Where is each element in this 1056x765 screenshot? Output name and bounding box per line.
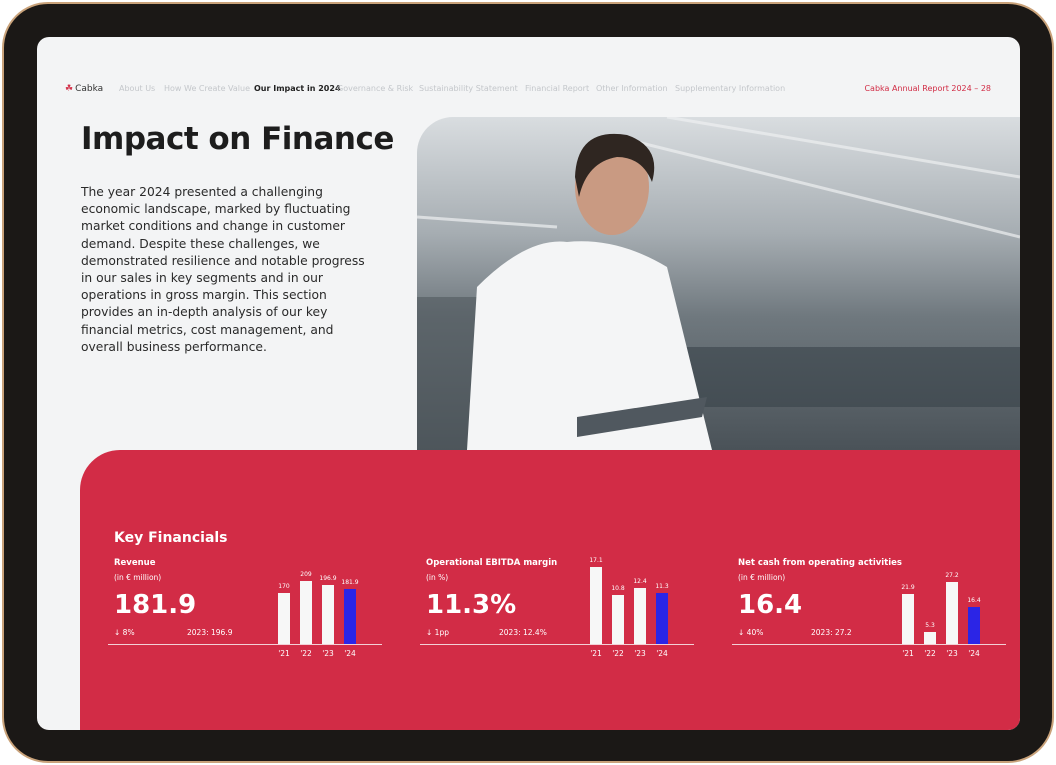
metric-card: Operational EBITDA margin (in %) 11.3% ↓… (420, 557, 702, 668)
bar-21 (902, 594, 914, 644)
metric-prior-year: 2023: 12.4% (499, 628, 547, 637)
top-nav: ☘ Cabka Cabka Annual Report 2024 – 28 Abo… (37, 84, 1020, 98)
metric-unit: (in € million) (114, 573, 162, 582)
bar-value-label: 181.9 (341, 579, 359, 587)
bar-value-label: 170 (278, 582, 290, 590)
bar-23 (946, 582, 958, 644)
nav-item[interactable]: Our Impact in 2024 (254, 84, 341, 93)
intro-text: The year 2024 presented a challenging ec… (81, 185, 365, 354)
baseline-divider (420, 644, 694, 645)
bar-21 (278, 592, 290, 644)
year-tick-label: '22 (924, 649, 936, 658)
year-tick-label: '21 (902, 649, 914, 658)
bar-value-label: 27.2 (945, 572, 959, 579)
metric-title: Net cash from operating activities (738, 558, 902, 568)
metric-value: 181.9 (114, 590, 197, 620)
bar-22 (612, 595, 624, 644)
page-title: Impact on Finance (81, 121, 394, 157)
metric-value: 16.4 (738, 590, 803, 620)
bar-value-label: 17.1 (589, 557, 603, 564)
nav-item[interactable]: Supplementary Information (675, 84, 786, 93)
year-tick-label: '22 (612, 649, 624, 658)
year-tick-label: '23 (322, 649, 334, 658)
metric-unit: (in %) (426, 573, 449, 582)
baseline-divider (732, 644, 1006, 645)
year-tick-label: '21 (590, 649, 602, 658)
key-financials-panel: Key Financials Revenue (in € million) 18… (80, 450, 1020, 730)
bar-value-label: 21.9 (901, 584, 915, 592)
year-tick-label: '23 (946, 649, 958, 658)
nav-item[interactable]: About Us (119, 84, 156, 93)
screen: ☘ Cabka Cabka Annual Report 2024 – 28 Abo… (37, 37, 1020, 730)
bar-value-label: 209 (300, 571, 312, 578)
key-financials-heading: Key Financials (114, 530, 228, 546)
bar-24 (344, 589, 356, 644)
year-tick-label: '23 (634, 649, 646, 658)
nav-item[interactable]: Other Information (596, 84, 668, 93)
bar-23 (634, 588, 646, 644)
metric-change: ↓ 8% (114, 628, 135, 637)
nav-item[interactable]: Sustainability Statement (419, 84, 518, 93)
metric-value: 11.3% (426, 590, 517, 620)
year-tick-label: '22 (300, 649, 312, 658)
bar-value-label: 10.8 (611, 585, 625, 593)
year-tick-label: '24 (968, 649, 980, 658)
nav-item[interactable]: How We Create Value (164, 84, 250, 93)
metric-unit: (in € million) (738, 573, 786, 582)
metric-prior-year: 2023: 196.9 (187, 628, 233, 637)
metric-prior-year: 2023: 27.2 (811, 628, 852, 637)
page-number: Cabka Annual Report 2024 – 28 (864, 84, 991, 93)
bar-24 (656, 593, 668, 644)
nav-item[interactable]: Financial Report (525, 84, 590, 93)
year-tick-label: '24 (344, 649, 356, 658)
bar-23 (322, 584, 334, 644)
year-tick-label: '24 (656, 649, 668, 658)
baseline-divider (108, 644, 382, 645)
logo-icon: ☘ (65, 84, 74, 94)
bar-value-label: 196.9 (319, 574, 337, 582)
bar-value-label: 12.4 (633, 578, 647, 586)
hero-photo (417, 117, 1020, 450)
bar-value-label: 5.3 (925, 621, 935, 629)
bar-22 (300, 581, 312, 644)
bar-24 (968, 606, 980, 644)
nav-item[interactable]: Governance & Risk (337, 84, 414, 93)
man-with-tablet-image (417, 117, 1020, 450)
metric-title: Operational EBITDA margin (426, 558, 558, 568)
year-tick-label: '21 (278, 649, 290, 658)
bar-value-label: 11.3 (655, 583, 669, 591)
metric-card: Net cash from operating activities (in €… (732, 558, 1014, 668)
cabka-logo[interactable]: ☘ Cabka (65, 84, 104, 94)
bar-21 (590, 567, 602, 644)
bar-22 (924, 631, 936, 644)
metric-title: Revenue (114, 558, 156, 568)
metric-change: ↓ 40% (738, 628, 764, 637)
bar-value-label: 16.4 (967, 596, 981, 604)
metric-card: Revenue (in € million) 181.9 ↓ 8% 2023: … (108, 558, 390, 668)
metric-change: ↓ 1pp (426, 628, 449, 637)
